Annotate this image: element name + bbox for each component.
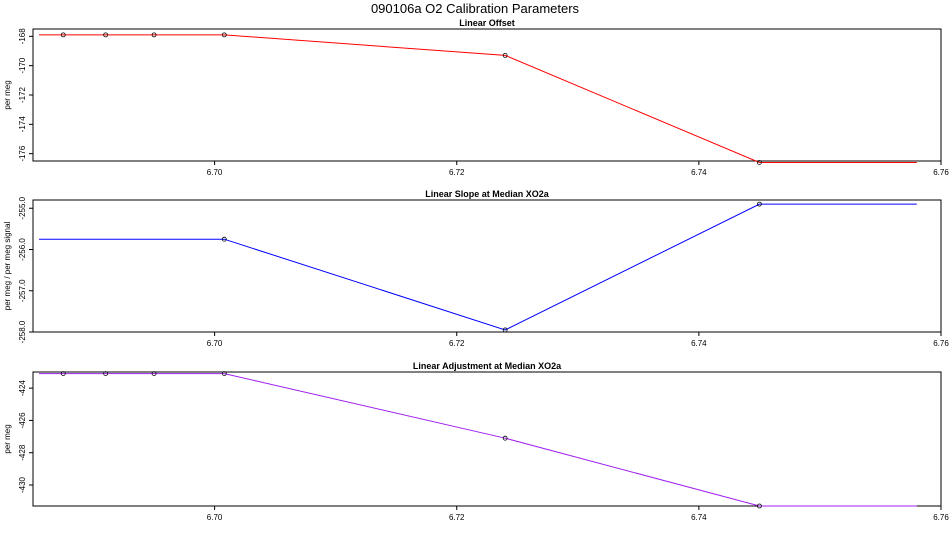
- data-point: [221, 32, 227, 38]
- panel-title: Linear Offset: [459, 18, 515, 28]
- y-tick-label: -428: [18, 444, 27, 461]
- panel-title: Linear Adjustment at Median XO2a: [413, 361, 562, 371]
- x-tick-label: 6.72: [449, 339, 465, 348]
- x-tick-label: 6.74: [691, 339, 707, 348]
- y-tick-label: -172: [18, 86, 27, 103]
- series-line: [39, 203, 917, 331]
- y-tick-label: -430: [18, 476, 27, 493]
- y-axis-label: per meg: [3, 424, 12, 453]
- plot-frame: [32, 28, 942, 162]
- panels-group: Linear Offset per meg 6.70 6.72 6.74 6.76 -168…: [3, 18, 949, 522]
- data-point: [221, 371, 227, 377]
- x-tick-label: 6.74: [691, 513, 707, 522]
- data-point: [103, 371, 109, 377]
- panel-title: Linear Slope at Median XO2a: [425, 189, 550, 199]
- plot-frame: [32, 199, 942, 333]
- chart-panel-1: Linear Offset per meg 6.70 6.72 6.74 6.76 -168…: [3, 18, 949, 177]
- y-tick-label: -168: [18, 28, 27, 45]
- y-tick-label: -258.0: [18, 320, 27, 343]
- data-point: [60, 32, 66, 38]
- series-line: [39, 373, 917, 507]
- y-tick-label: -176: [18, 145, 27, 162]
- data-point: [502, 53, 508, 58]
- data-point: [757, 201, 762, 207]
- x-tick-label: 6.76: [933, 168, 949, 177]
- y-tick-label: -424: [18, 380, 27, 397]
- data-point: [757, 160, 762, 165]
- x-tick-label: 6.70: [207, 513, 223, 522]
- y-tick-label: -170: [18, 57, 27, 74]
- data-point: [60, 371, 66, 377]
- data-point: [502, 327, 508, 333]
- x-tick-label: 6.72: [449, 513, 465, 522]
- series-line: [39, 34, 917, 163]
- data-point: [221, 236, 227, 242]
- data-point: [502, 435, 508, 441]
- y-tick-label: -426: [18, 412, 27, 429]
- data-point: [757, 503, 762, 509]
- page-title: 090106a O2 Calibration Parameters: [371, 1, 580, 16]
- x-tick-label: 6.70: [207, 168, 223, 177]
- x-tick-label: 6.70: [207, 339, 223, 348]
- data-point: [151, 371, 157, 377]
- data-point: [103, 32, 109, 38]
- x-tick-label: 6.72: [449, 168, 465, 177]
- chart-panel-2: Linear Slope at Median XO2a per meg / per…: [3, 189, 949, 348]
- y-axis-label: per meg / per meg signal: [3, 222, 12, 311]
- y-tick-label: -257.0: [18, 279, 27, 302]
- x-tick-label: 6.76: [933, 339, 949, 348]
- y-tick-label: -256.0: [18, 238, 27, 261]
- y-axis-label: per meg: [3, 80, 12, 109]
- plot-frame: [32, 371, 942, 507]
- data-point: [151, 32, 157, 38]
- y-tick-label: -255.0: [18, 196, 27, 219]
- x-tick-label: 6.74: [691, 168, 707, 177]
- y-tick-label: -174: [18, 116, 27, 133]
- x-tick-label: 6.76: [933, 513, 949, 522]
- chart-panel-3: Linear Adjustment at Median XO2a per meg 6…: [3, 361, 949, 522]
